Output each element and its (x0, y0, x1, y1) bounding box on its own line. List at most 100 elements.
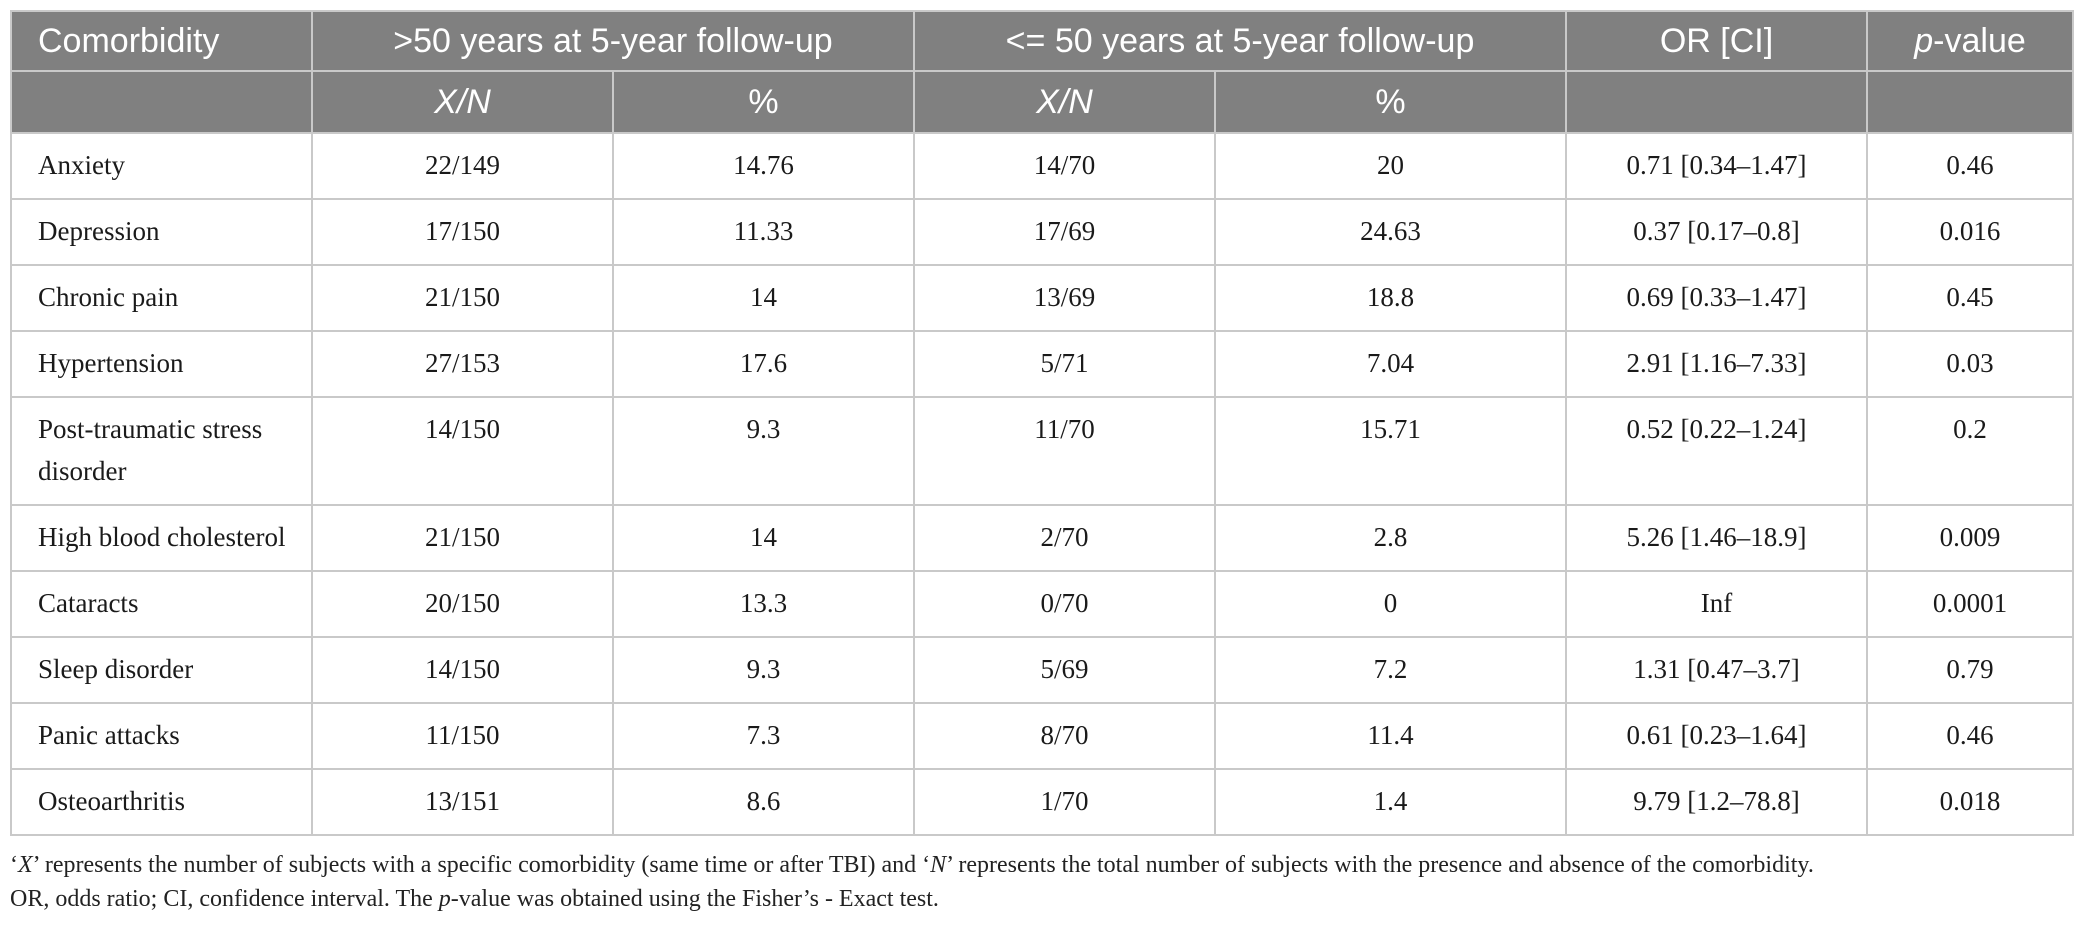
footnote-text-1: ’ represents the number of subjects with… (32, 852, 931, 878)
cell-xn-over50: 14/150 (311, 636, 614, 704)
cell-or-ci: 2.91 [1.16–7.33] (1565, 330, 1869, 398)
cell-xn-over50: 27/153 (311, 330, 614, 398)
cell-or-ci: Inf (1565, 570, 1869, 638)
footnote-line-1: ‘X’ represents the number of subjects wi… (10, 848, 2072, 882)
cell-p-value: 0.45 (1866, 264, 2075, 332)
footnote-p-var: p (438, 886, 451, 912)
header-p-value: p-value (1866, 10, 2075, 72)
cell-xn-under50: 1/70 (913, 768, 1216, 836)
header-group-over50: >50 years at 5-year follow-up (311, 10, 915, 72)
subheader-xn-under50: X/N (913, 70, 1216, 134)
cell-comorbidity: Panic attacks (10, 702, 313, 770)
cell-or-ci: 1.31 [0.47–3.7] (1565, 636, 1869, 704)
subheader-empty-or (1565, 70, 1869, 134)
cell-xn-under50: 2/70 (913, 504, 1216, 572)
cell-xn-under50: 17/69 (913, 198, 1216, 266)
xn-label: X/N (1036, 82, 1093, 121)
cell-pct-under50: 7.04 (1213, 330, 1568, 398)
cell-or-ci: 5.26 [1.46–18.9] (1565, 504, 1869, 572)
xn-label: X/N (434, 82, 491, 121)
cell-or-ci: 0.52 [0.22–1.24] (1565, 396, 1869, 506)
cell-xn-under50: 5/71 (913, 330, 1216, 398)
footnote-text-2: ’ represents the total number of subject… (946, 852, 1814, 878)
cell-pct-under50: 0 (1213, 570, 1568, 638)
table-row: Panic attacks 11/150 7.3 8/70 11.4 0.61 … (10, 702, 2075, 770)
cell-or-ci: 0.69 [0.33–1.47] (1565, 264, 1869, 332)
footnote-line-2: OR, odds ratio; CI, confidence interval.… (10, 882, 2072, 916)
cell-comorbidity: Hypertension (10, 330, 313, 398)
cell-pct-under50: 20 (1213, 132, 1568, 200)
header-or-ci: OR [CI] (1565, 10, 1869, 72)
cell-comorbidity: Cataracts (10, 570, 313, 638)
p-rest: -value (1933, 21, 2026, 60)
footnote-n-var: N (930, 852, 947, 878)
cell-xn-over50: 21/150 (311, 504, 614, 572)
cell-pct-under50: 7.2 (1213, 636, 1568, 704)
cell-xn-over50: 14/150 (311, 396, 614, 506)
cell-pct-over50: 14.76 (612, 132, 915, 200)
cell-comorbidity: Depression (10, 198, 313, 266)
cell-xn-over50: 20/150 (311, 570, 614, 638)
cell-p-value: 0.016 (1866, 198, 2075, 266)
subheader-xn-over50: X/N (311, 70, 614, 134)
header-comorbidity: Comorbidity (10, 10, 313, 72)
table-row: Post-traumatic stress disorder 14/150 9.… (10, 396, 2075, 506)
table-row: Depression 17/150 11.33 17/69 24.63 0.37… (10, 198, 2075, 266)
cell-pct-over50: 13.3 (612, 570, 915, 638)
cell-xn-under50: 14/70 (913, 132, 1216, 200)
cell-pct-over50: 14 (612, 264, 915, 332)
cell-xn-under50: 0/70 (913, 570, 1216, 638)
cell-xn-under50: 8/70 (913, 702, 1216, 770)
table-row: Osteoarthritis 13/151 8.6 1/70 1.4 9.79 … (10, 768, 2075, 836)
subheader-empty-p (1866, 70, 2075, 134)
cell-p-value: 0.2 (1866, 396, 2075, 506)
table-row: Hypertension 27/153 17.6 5/71 7.04 2.91 … (10, 330, 2075, 398)
footnote-text-4: -value was obtained using the Fisher’s -… (450, 886, 939, 912)
cell-pct-over50: 9.3 (612, 396, 915, 506)
cell-comorbidity: Post-traumatic stress disorder (10, 396, 313, 506)
cell-p-value: 0.46 (1866, 132, 2075, 200)
cell-pct-under50: 1.4 (1213, 768, 1568, 836)
header-group-under50: <= 50 years at 5-year follow-up (912, 10, 1568, 72)
cell-pct-under50: 24.63 (1213, 198, 1568, 266)
cell-pct-over50: 7.3 (612, 702, 915, 770)
cell-p-value: 0.03 (1866, 330, 2075, 398)
table-row: Anxiety 22/149 14.76 14/70 20 0.71 [0.34… (10, 132, 2075, 200)
p-italic: p (1914, 21, 1934, 60)
cell-pct-over50: 17.6 (612, 330, 915, 398)
footnote-quote-open: ‘ (10, 852, 18, 878)
comorbidity-table: Comorbidity >50 years at 5-year follow-u… (10, 10, 2075, 836)
table-row: High blood cholesterol 21/150 14 2/70 2.… (10, 504, 2075, 572)
table-row: Chronic pain 21/150 14 13/69 18.8 0.69 [… (10, 264, 2075, 332)
cell-xn-under50: 13/69 (913, 264, 1216, 332)
cell-p-value: 0.018 (1866, 768, 2075, 836)
cell-xn-over50: 17/150 (311, 198, 614, 266)
cell-pct-over50: 11.33 (612, 198, 915, 266)
subheader-pct-over50: % (612, 70, 915, 134)
cell-xn-under50: 11/70 (913, 396, 1216, 506)
cell-xn-over50: 21/150 (311, 264, 614, 332)
cell-pct-over50: 14 (612, 504, 915, 572)
cell-pct-under50: 18.8 (1213, 264, 1568, 332)
cell-comorbidity: Chronic pain (10, 264, 313, 332)
cell-comorbidity: Anxiety (10, 132, 313, 200)
cell-or-ci: 0.37 [0.17–0.8] (1565, 198, 1869, 266)
cell-xn-over50: 13/151 (311, 768, 614, 836)
cell-p-value: 0.009 (1866, 504, 2075, 572)
cell-comorbidity: Osteoarthritis (10, 768, 313, 836)
cell-or-ci: 0.71 [0.34–1.47] (1565, 132, 1869, 200)
footnote-x-var: X (18, 852, 33, 878)
cell-xn-over50: 11/150 (311, 702, 614, 770)
table-row: Cataracts 20/150 13.3 0/70 0 Inf 0.0001 (10, 570, 2075, 638)
cell-xn-under50: 5/69 (913, 636, 1216, 704)
cell-p-value: 0.0001 (1866, 570, 2075, 638)
cell-or-ci: 0.61 [0.23–1.64] (1565, 702, 1869, 770)
footnote-text-3: OR, odds ratio; CI, confidence interval.… (10, 886, 439, 912)
table-footnote: ‘X’ represents the number of subjects wi… (10, 848, 2072, 916)
cell-pct-under50: 15.71 (1213, 396, 1568, 506)
cell-comorbidity: High blood cholesterol (10, 504, 313, 572)
table-row: Sleep disorder 14/150 9.3 5/69 7.2 1.31 … (10, 636, 2075, 704)
cell-p-value: 0.46 (1866, 702, 2075, 770)
cell-pct-over50: 9.3 (612, 636, 915, 704)
subheader-empty-comorbidity (10, 70, 313, 134)
